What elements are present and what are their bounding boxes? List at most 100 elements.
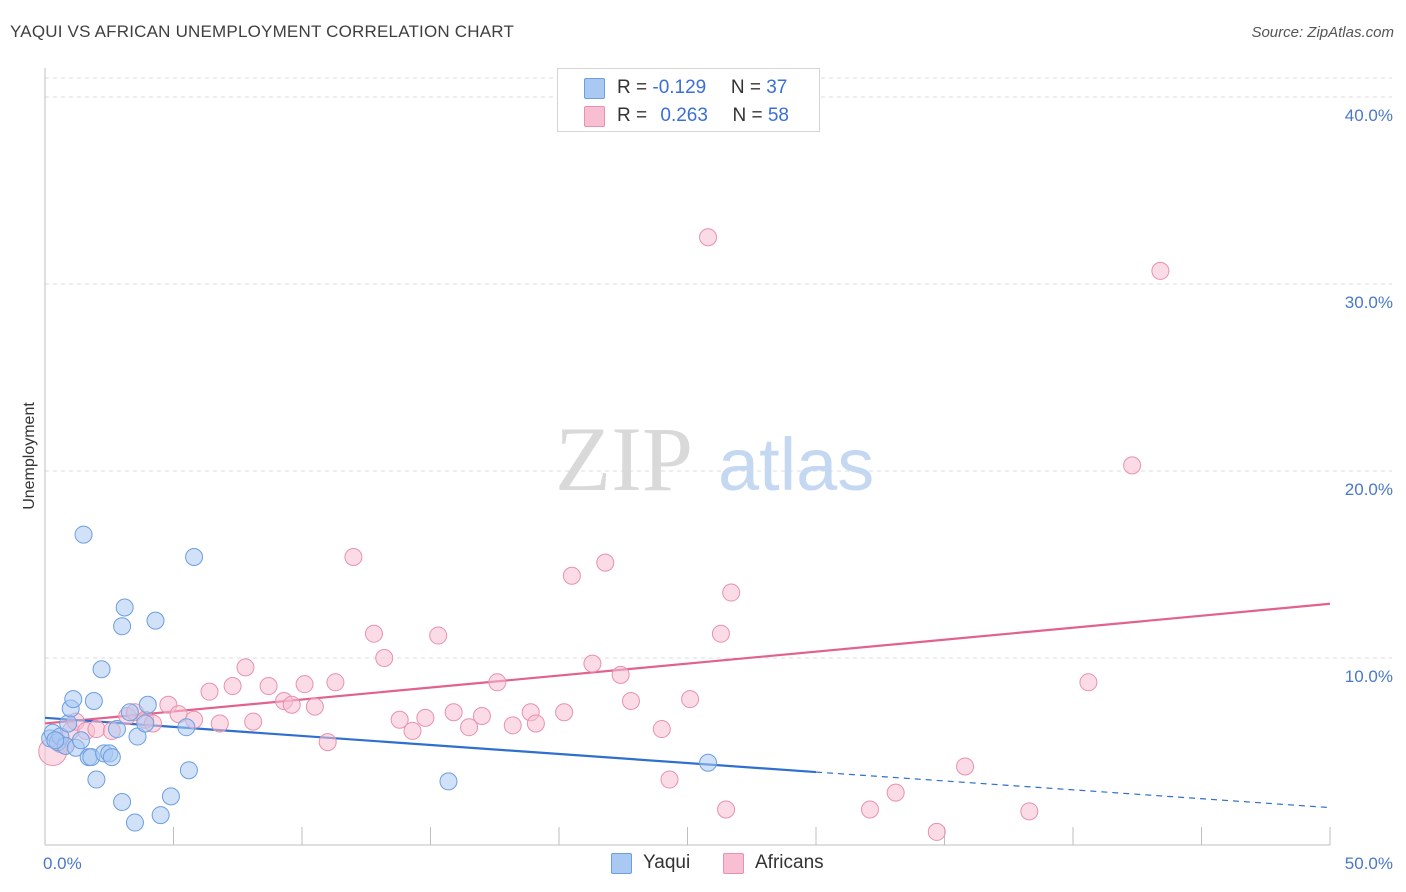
series-swatch-africans [723, 853, 744, 874]
point-africans [200, 682, 219, 701]
legend-r-value-africans: 0.263 [660, 105, 708, 126]
point-africans [210, 714, 229, 733]
point-yaqui [177, 718, 196, 737]
y-tick-label: 30.0% [1345, 293, 1393, 312]
trend-line-africans [44, 602, 1331, 725]
legend-swatch-africans [584, 106, 605, 127]
correlation-legend: R = -0.129 N = 37 R = 0.263 N = 58 [557, 68, 820, 132]
y-tick-label: 10.0% [1345, 667, 1393, 686]
grid-lines [45, 77, 1392, 659]
legend-n-value-africans: 58 [767, 105, 789, 126]
point-africans [503, 716, 522, 735]
point-africans [460, 718, 479, 737]
trend-line-yaqui-extrapolated [815, 771, 1331, 809]
y-tick-label: 20.0% [1345, 480, 1393, 499]
point-africans [660, 770, 679, 789]
point-africans [375, 649, 394, 667]
legend-swatch-yaqui [584, 78, 605, 99]
point-yaqui [113, 792, 132, 811]
point-africans [526, 714, 545, 733]
point-yaqui [46, 731, 65, 750]
point-africans [886, 783, 905, 802]
point-africans [344, 548, 363, 567]
legend-n-label: N = [732, 105, 768, 126]
point-africans [927, 822, 946, 841]
y-axis-label: Unemployment [21, 402, 38, 510]
point-africans [416, 708, 435, 727]
point-africans [1123, 456, 1142, 475]
point-africans [562, 566, 581, 585]
point-africans [236, 658, 255, 677]
point-yaqui [92, 660, 111, 679]
legend-r-value-yaqui: -0.129 [652, 77, 707, 98]
axes [44, 68, 1331, 846]
point-africans [555, 703, 574, 722]
point-yaqui [439, 772, 458, 791]
series-label-yaqui: Yaqui [643, 852, 691, 873]
point-africans [611, 665, 630, 684]
legend-r-label: R = [617, 77, 653, 98]
point-africans [364, 624, 383, 643]
point-africans [472, 706, 491, 725]
point-africans [318, 733, 337, 752]
point-yaqui [120, 703, 139, 722]
point-yaqui [87, 770, 106, 789]
point-yaqui [125, 813, 144, 832]
point-yaqui [185, 548, 204, 567]
point-africans [429, 626, 448, 645]
point-africans [403, 721, 422, 740]
point-yaqui [102, 748, 121, 767]
point-africans [956, 757, 975, 776]
point-yaqui [136, 714, 155, 733]
trend-lines [44, 602, 1331, 809]
legend-n-value-yaqui: 37 [766, 77, 788, 98]
watermark-atlas: atlas [718, 423, 874, 506]
point-yaqui [179, 761, 198, 780]
point-yaqui [64, 690, 83, 709]
source-label: Source: ZipAtlas.com [1251, 24, 1394, 41]
point-yaqui [115, 598, 134, 617]
point-africans [326, 673, 345, 692]
point-africans [583, 654, 602, 673]
point-yaqui [84, 692, 103, 711]
point-yaqui [59, 714, 78, 733]
point-africans [717, 800, 736, 819]
point-yaqui [113, 617, 132, 636]
legend-n-label: N = [730, 77, 767, 98]
point-africans [1151, 261, 1170, 280]
point-yaqui [71, 731, 90, 750]
point-yaqui [151, 806, 170, 825]
point-africans [295, 675, 314, 694]
watermark: ZIP atlas [555, 408, 874, 510]
point-africans [223, 677, 242, 696]
x-tick-label: 0.0% [43, 854, 82, 873]
legend-r-label: R = [617, 105, 653, 126]
point-africans [259, 677, 278, 696]
y-tick-label: 40.0% [1345, 106, 1393, 125]
point-africans [87, 720, 106, 739]
point-yaqui [699, 753, 718, 772]
point-yaqui [161, 787, 180, 806]
point-africans [488, 673, 507, 692]
point-africans [681, 690, 700, 709]
point-africans [282, 695, 301, 714]
point-africans [390, 710, 409, 729]
watermark-zip: ZIP [555, 408, 693, 510]
point-africans [244, 712, 263, 731]
x-tick-label: 50.0% [1345, 854, 1393, 873]
point-africans [596, 553, 615, 572]
point-africans [444, 703, 463, 722]
point-africans [1079, 673, 1098, 692]
point-africans [722, 583, 741, 602]
point-africans [860, 800, 879, 819]
point-africans [621, 692, 640, 711]
series-label-africans: Africans [755, 852, 824, 873]
trend-line-yaqui [44, 716, 817, 774]
chart-title: YAQUI VS AFRICAN UNEMPLOYMENT CORRELATIO… [10, 22, 515, 41]
point-africans [699, 228, 718, 247]
tick-labels: 10.0% 20.0% 30.0% 40.0% 0.0% 50.0% [43, 106, 1393, 873]
series-swatch-yaqui [611, 853, 632, 874]
data-points [38, 228, 1170, 841]
point-yaqui [138, 695, 157, 714]
